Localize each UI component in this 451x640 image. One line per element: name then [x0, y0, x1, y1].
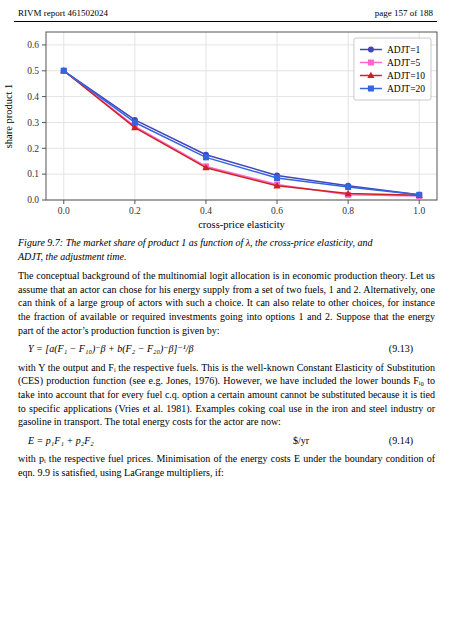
legend-marker	[368, 86, 374, 92]
y-tick-label: 0.2	[27, 144, 39, 154]
series	[61, 68, 422, 198]
x-tick-label: 0.4	[200, 206, 212, 216]
legend-label: ADJT=5	[387, 58, 421, 68]
series	[61, 68, 422, 198]
point	[416, 192, 422, 198]
page-header: RIVM report 461502024 page 157 of 188	[14, 8, 437, 22]
series	[61, 68, 422, 199]
page-text: Figure 9.7: The market share of product …	[0, 236, 451, 480]
legend-box	[354, 38, 431, 100]
header-right: page 157 of 188	[375, 8, 433, 18]
y-grid-line	[46, 122, 437, 123]
x-tick	[419, 200, 420, 204]
y-tick-label: 0.0	[27, 195, 39, 205]
point	[61, 68, 67, 74]
y-tick-label: 0.1	[27, 169, 39, 179]
legend-marker	[368, 60, 374, 66]
point	[345, 190, 352, 196]
y-tick	[42, 174, 46, 175]
x-grid-line	[348, 32, 349, 200]
y-tick-label: 0.3	[27, 118, 39, 128]
equation-number: (9.13)	[373, 342, 413, 356]
equation-text: E = p₁F₁ + p₂F₂	[28, 434, 293, 448]
x-tick	[134, 200, 135, 204]
point	[61, 68, 67, 74]
equation-number: (9.14)	[373, 434, 413, 448]
header-left: RIVM report 461502024	[18, 8, 108, 18]
x-tick-label: 1.0	[413, 206, 425, 216]
legend-marker	[367, 72, 374, 78]
point	[60, 67, 67, 73]
x-grid-line	[63, 32, 64, 200]
y-tick	[42, 122, 46, 123]
point	[132, 119, 138, 125]
point	[202, 164, 209, 170]
x-tick	[63, 200, 64, 204]
y-tick	[42, 70, 46, 71]
legend-label: ADJT=20	[387, 84, 425, 94]
plot-frame	[46, 32, 437, 200]
y-axis-label: share product 1	[3, 84, 14, 149]
x-grid-line	[205, 32, 206, 200]
legend-marker	[368, 47, 374, 53]
legend-label: ADJT=10	[387, 71, 425, 81]
point	[416, 192, 422, 198]
caption: Figure 9.7: The market share of product …	[18, 236, 435, 263]
point	[203, 154, 209, 160]
grid	[46, 32, 437, 200]
x-tick-label: 0.2	[129, 206, 141, 216]
body-paragraph: with pᵢ the respective fuel prices. Mini…	[18, 452, 435, 479]
caption-line: ADJT, the adjustment time.	[18, 250, 435, 264]
equation-text: Y = [a(F₁ − F₁₀)⁻β + b(F₂ − F₂₀)⁻β]⁻¹/β	[28, 342, 373, 356]
y-grid-line	[46, 174, 437, 175]
y-grid-line	[46, 148, 437, 149]
y-tick	[42, 148, 46, 149]
series	[60, 67, 423, 198]
x-tick	[205, 200, 206, 204]
line-chart: 0.0 0.2 0.4 0.6 0.8 1.0 0.0 0.1 0.2 0.3 0.4 0.5 0.6 c…	[0, 22, 451, 234]
x-tick	[348, 200, 349, 204]
equation-unit: $/yr	[293, 434, 373, 448]
y-tick-label: 0.5	[27, 66, 39, 76]
legend: ADJT=1 ADJT=5 ADJT=10 ADJT=20	[354, 38, 431, 100]
legend-label: ADJT=1	[387, 45, 421, 55]
x-axis-label: cross-price elasticity	[198, 219, 285, 230]
x-tick-label: 0.0	[58, 206, 70, 216]
point	[345, 184, 351, 190]
equation: E = p₁F₁ + p₂F₂$/yr(9.14)	[28, 434, 413, 448]
axes: 0.0 0.2 0.4 0.6 0.8 1.0 0.0 0.1 0.2 0.3 0.4 0.5 0.6 c…	[3, 32, 437, 230]
point	[416, 192, 423, 198]
y-tick	[42, 96, 46, 97]
y-tick-label: 0.4	[27, 92, 39, 102]
x-grid-line	[134, 32, 135, 200]
plot-background	[46, 32, 437, 200]
y-tick-label: 0.6	[27, 40, 39, 50]
body-paragraph: with Y the output and Fᵢ the respective …	[18, 361, 435, 429]
equation: Y = [a(F₁ − F₁₀)⁻β + b(F₂ − F₂₀)⁻β]⁻¹/β(…	[28, 342, 413, 356]
x-tick-label: 0.6	[271, 206, 283, 216]
x-tick	[277, 200, 278, 204]
caption-line: Figure 9.7: The market share of product …	[18, 236, 435, 250]
y-tick	[42, 200, 46, 201]
x-tick-label: 0.8	[342, 206, 354, 216]
point	[274, 175, 280, 181]
body-paragraph: The conceptual background of the multino…	[18, 269, 435, 337]
point	[61, 68, 67, 74]
point	[273, 182, 280, 188]
y-tick	[42, 44, 46, 45]
data-area	[60, 67, 423, 199]
